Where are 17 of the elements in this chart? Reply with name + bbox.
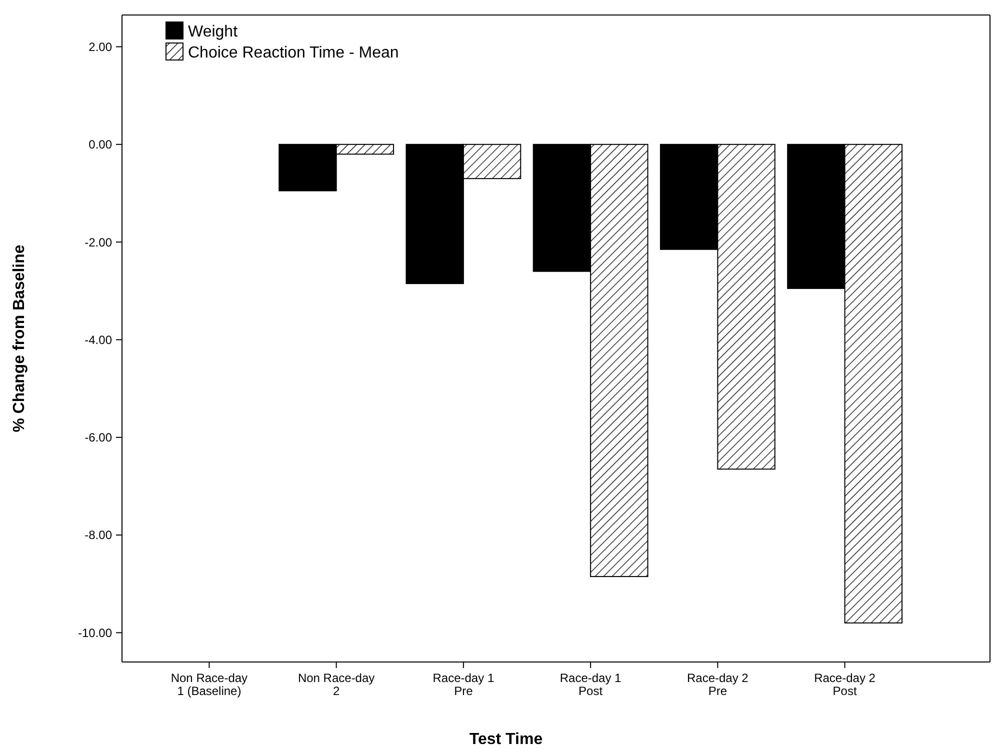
- y-tick-label: -10.00: [78, 626, 112, 640]
- y-tick-label: -8.00: [84, 528, 112, 542]
- legend-label: Weight: [188, 24, 238, 41]
- x-tick-label: Race-day 1 Pre: [432, 671, 494, 698]
- legend-label: Choice Reaction Time - Mean: [188, 44, 399, 62]
- y-tick-label: -2.00: [84, 235, 112, 250]
- y-axis-title: % Change from Baseline: [11, 244, 28, 432]
- y-tick-label: -4.00: [84, 332, 112, 347]
- x-tick-label: Non Race-day 2: [298, 671, 375, 698]
- y-tick-label: 2.00: [88, 40, 112, 54]
- x-tick-label: Race-day 2 Pre: [686, 671, 749, 698]
- y-tick-label: -6.00: [84, 430, 112, 445]
- x-tick-label: Race-day 2 Post: [814, 671, 876, 698]
- y-tick-label: 0.00: [88, 138, 112, 152]
- x-tick-label: Race-day 1 Post: [560, 671, 622, 698]
- x-axis-title: Test Time: [469, 731, 543, 748]
- x-tick-label: Non Race-day 1 (Baseline): [170, 671, 248, 698]
